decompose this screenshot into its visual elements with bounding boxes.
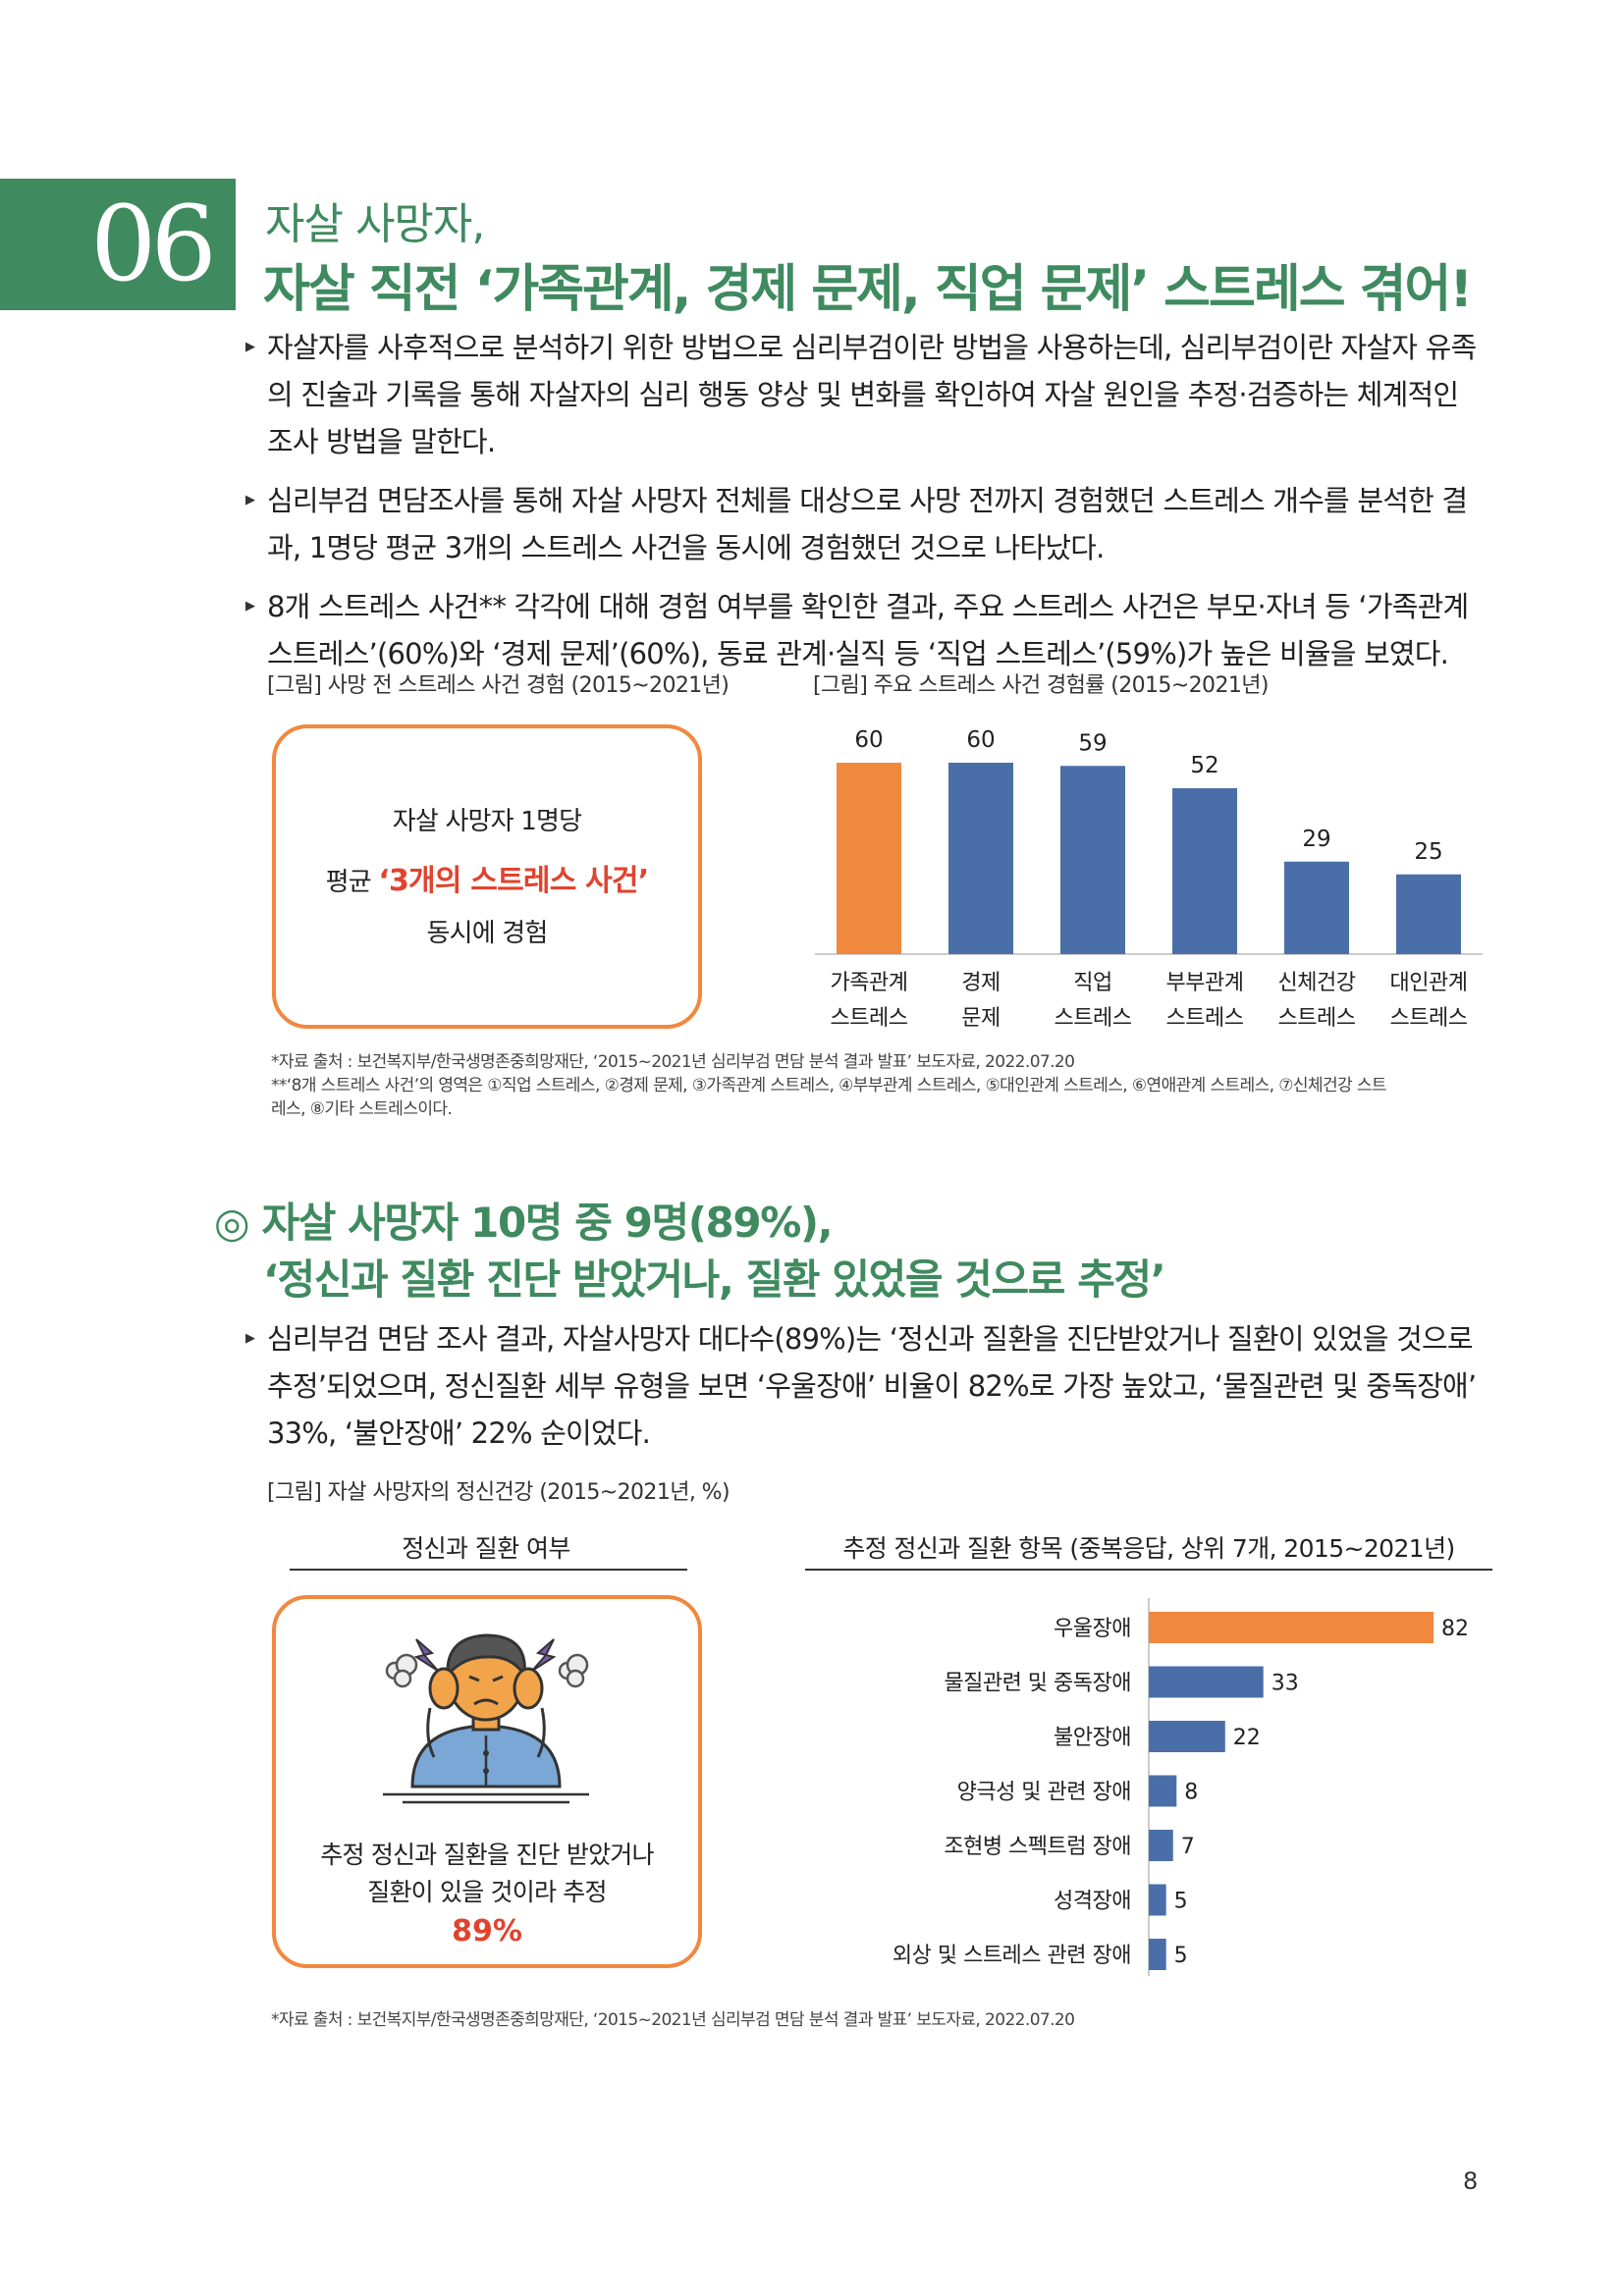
bullet-list-1: ▶ 자살자를 사후적으로 분석하기 위한 방법으로 심리부검이란 방법을 사용하… [245, 324, 1483, 689]
data-label: 60 [854, 727, 883, 753]
y-tick-label: 물질관련 및 중독장애 [944, 1672, 1131, 1696]
y-tick-label: 외상 및 스트레스 관련 장애 [893, 1944, 1131, 1968]
y-tick-label: 조현병 스펙트럼 장애 [944, 1835, 1131, 1859]
bar [948, 763, 1013, 954]
subsection-title-line1: ◎ 자살 사망자 10명 중 9명(89%), [214, 1190, 834, 1250]
stressed-person-icon [383, 1633, 589, 1804]
x-tick-label: 신체건강 [1278, 971, 1356, 995]
summary-emphasis: ‘3개의 스트레스 사건’ [378, 864, 649, 898]
x-tick-label: 문제 [961, 1006, 1000, 1031]
bar [1060, 766, 1125, 954]
data-label: 82 [1441, 1617, 1469, 1641]
x-tick-label: 경제 [961, 971, 1000, 995]
mental-disorders-bar-chart: 82 우울장애 33 물질관련 및 중독장애 22 불안장애 8 양극성 및 관련 장애 7 조현… [893, 1598, 1469, 1976]
x-tick-label: 가족관계 [831, 971, 908, 995]
summary-prefix: 평균 [325, 868, 379, 897]
x-tick-label: 스트레스 [1055, 1006, 1132, 1031]
figure-caption-1: [그림] 사망 전 스트레스 사건 경험 (2015~2021년) [267, 673, 730, 698]
bullet-item: ▶ 심리부검 면담조사를 통해 자살 사망자 전체를 대상으로 사망 전까지 경… [245, 477, 1483, 571]
bullet-item: ▶ 심리부검 면담 조사 결과, 자살사망자 대다수(89%)는 ‘정신과 질환… [245, 1315, 1483, 1457]
summary2-line-1: 추정 정신과 질환을 진단 받았거나 [320, 1841, 654, 1869]
data-label: 5 [1174, 1944, 1188, 1968]
subsection-title-line2: ‘정신과 질환 진단 받았거나, 질환 있었을 것으로 추정’ [263, 1255, 1166, 1304]
panel-divider-right [805, 1569, 1492, 1571]
bullet-list-2: ▶ 심리부검 면담 조사 결과, 자살사망자 대다수(89%)는 ‘정신과 질환… [245, 1315, 1483, 1468]
data-label: 52 [1190, 753, 1218, 778]
bar [837, 763, 901, 954]
summary-box-1 [272, 724, 702, 1029]
section-number: 06 [90, 184, 217, 304]
summary-line-3: 동시에 경험 [426, 919, 548, 948]
data-label: 25 [1414, 839, 1442, 865]
bullet-item: ▶ 자살자를 사후적으로 분석하기 위한 방법으로 심리부검이란 방법을 사용하… [245, 324, 1483, 465]
data-label: 7 [1181, 1835, 1195, 1859]
x-tick-label: 스트레스 [831, 1006, 908, 1031]
section-title-line1: 자살 사망자, [265, 199, 485, 249]
bullet-text: 8개 스트레스 사건** 각각에 대해 경험 여부를 확인한 결과, 주요 스트… [267, 590, 1469, 670]
data-label: 59 [1078, 730, 1107, 756]
bar [1396, 874, 1461, 954]
section-badge [0, 179, 236, 310]
source-note-2: *자료 출처 : 보건복지부/한국생명존중희망재단, ‘2015~2021년 심… [271, 2010, 1075, 2030]
x-tick-label: 부부관계 [1166, 971, 1244, 995]
figure-caption-2: [그림] 주요 스트레스 사건 경험률 (2015~2021년) [813, 673, 1269, 698]
subsection-title-text: 자살 사망자 10명 중 9명(89%), [261, 1199, 833, 1247]
bar [1149, 1666, 1264, 1698]
data-label: 5 [1174, 1890, 1188, 1914]
bullet-item: ▶ 8개 스트레스 사건** 각각에 대해 경험 여부를 확인한 결과, 주요 … [245, 583, 1483, 677]
double-circle-icon: ◎ [214, 1199, 250, 1247]
data-label: 29 [1302, 827, 1330, 852]
bar [1149, 1721, 1225, 1752]
bar [1149, 1612, 1434, 1643]
y-tick-label: 성격장애 [1054, 1890, 1131, 1914]
bar [1172, 788, 1237, 954]
bullet-text: 심리부검 면담조사를 통해 자살 사망자 전체를 대상으로 사망 전까지 경험했… [267, 484, 1468, 564]
source-note: *자료 출처 : 보건복지부/한국생명존중희망재단, ‘2015~2021년 심… [271, 1052, 1075, 1072]
bar [1149, 1884, 1166, 1916]
x-tick-label: 스트레스 [1166, 1006, 1244, 1031]
bullet-text: 자살자를 사후적으로 분석하기 위한 방법으로 심리부검이란 방법을 사용하는데… [267, 331, 1477, 458]
bullet-triangle-icon: ▶ [245, 599, 255, 614]
x-tick-label: 직업 [1073, 971, 1111, 995]
panel-title-right: 추정 정신과 질환 항목 (중복응답, 상위 7개, 2015~2021년) [842, 1534, 1455, 1563]
summary2-line-2: 질환이 있을 것이라 추정 [367, 1878, 607, 1906]
summary-line-1: 자살 사망자 1명당 [392, 807, 582, 836]
data-label: 33 [1271, 1672, 1299, 1696]
summary2-value: 89% [452, 1914, 522, 1949]
y-tick-label: 불안장애 [1054, 1726, 1131, 1750]
x-tick-label: 스트레스 [1390, 1006, 1468, 1031]
x-tick-label: 대인관계 [1390, 971, 1468, 995]
bullet-triangle-icon: ▶ [245, 1331, 255, 1346]
panel-title-left: 정신과 질환 여부 [402, 1534, 570, 1563]
footnote-line-1: **‘8개 스트레스 사건’의 영역은 ①직업 스트레스, ②경제 문제, ③가… [271, 1076, 1387, 1095]
bar [1149, 1830, 1173, 1861]
y-tick-label: 양극성 및 관련 장애 [957, 1781, 1131, 1805]
bullet-triangle-icon: ▶ [245, 340, 255, 354]
data-label: 8 [1184, 1781, 1198, 1805]
bullet-triangle-icon: ▶ [245, 493, 255, 507]
data-label: 60 [966, 727, 995, 753]
figure-caption-3: [그림] 자살 사망자의 정신건강 (2015~2021년, %) [267, 1480, 730, 1505]
section-title-line2: 자살 직전 ‘가족관계, 경제 문제, 직업 문제’ 스트레스 겪어! [263, 260, 1473, 319]
summary-box-2 [272, 1595, 702, 1968]
bar [1149, 1775, 1177, 1807]
summary-line-2: 평균 ‘3개의 스트레스 사건’ [272, 856, 702, 899]
bullet-text: 심리부검 면담 조사 결과, 자살사망자 대다수(89%)는 ‘정신과 질환을 … [267, 1322, 1477, 1450]
panel-divider-left [290, 1569, 687, 1571]
x-tick-label: 스트레스 [1278, 1006, 1356, 1031]
bar [1149, 1939, 1166, 1970]
data-label: 22 [1233, 1726, 1261, 1750]
page-number: 8 [1463, 2167, 1479, 2195]
footnote-line-2: 레스, ⑧기타 스트레스이다. [271, 1099, 453, 1119]
y-tick-label: 우울장애 [1054, 1617, 1131, 1641]
bar [1284, 861, 1349, 954]
